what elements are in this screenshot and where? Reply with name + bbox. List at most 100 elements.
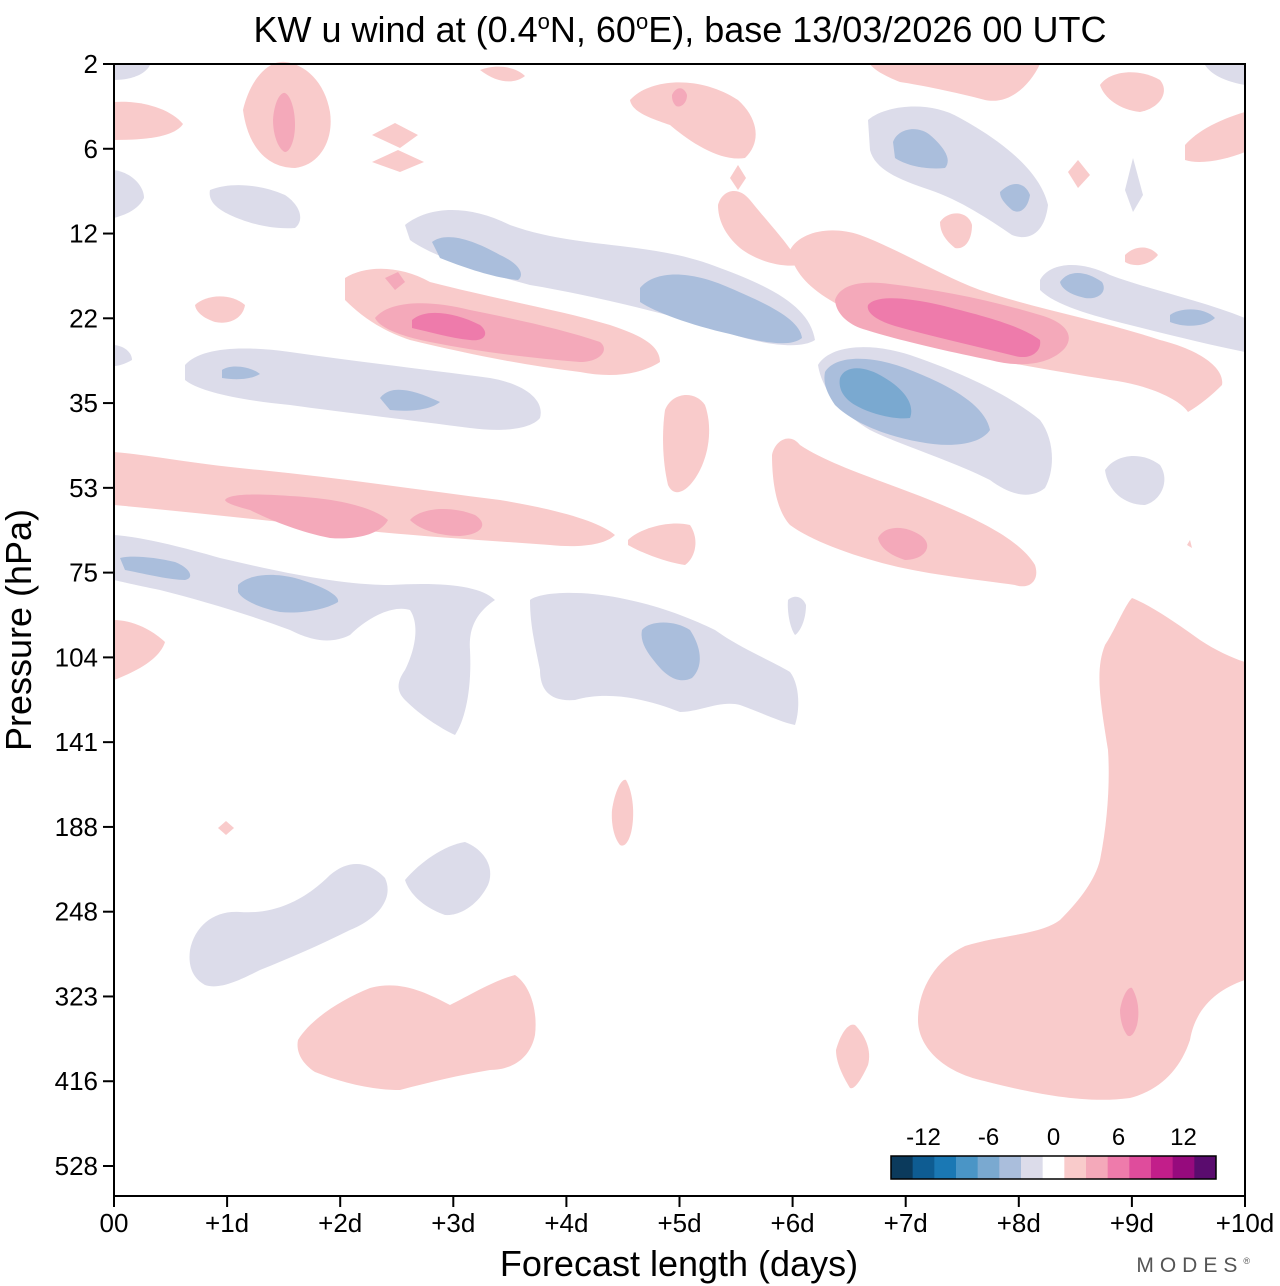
y-tick-label: 323 [55, 981, 98, 1011]
x-tick-label: +1d [205, 1208, 249, 1238]
negative-anomaly-region [209, 185, 301, 229]
x-tick-label: +10d [1216, 1208, 1275, 1238]
negative-anomaly-region [787, 596, 806, 635]
colorbar-label: -12 [906, 1124, 941, 1151]
x-tick-label: +4d [544, 1208, 588, 1238]
negative-anomaly-core [432, 237, 521, 280]
negative-anomaly-region [114, 65, 150, 80]
colorbar-label: 0 [1047, 1124, 1060, 1151]
x-tick-label: +3d [431, 1208, 475, 1238]
positive-anomaly-core [878, 527, 928, 560]
x-tick-label: +8d [997, 1208, 1041, 1238]
positive-anomaly-region [918, 598, 1245, 1100]
negative-anomaly-region [114, 535, 495, 735]
y-tick-label: 528 [55, 1151, 98, 1181]
positive-anomaly-region [1185, 112, 1245, 163]
positive-anomaly-region [628, 523, 696, 565]
positive-anomaly-region [372, 150, 424, 172]
colorbar-swatch [1107, 1156, 1130, 1179]
positive-anomaly-region [1100, 72, 1164, 112]
positive-anomaly-region [114, 101, 183, 140]
negative-anomaly-core [222, 366, 260, 380]
colorbar-swatch [934, 1156, 957, 1179]
colorbar-swatch [1086, 1156, 1109, 1179]
y-tick-label: 248 [55, 897, 98, 927]
negative-anomaly-core [1000, 184, 1030, 212]
colorbar-label: 6 [1112, 1124, 1125, 1151]
negative-anomaly-region [1205, 65, 1245, 85]
y-tick-label: 104 [55, 642, 98, 672]
colorbar-swatch [1172, 1156, 1195, 1179]
positive-anomaly-core [867, 298, 1041, 358]
positive-anomaly-region [940, 213, 972, 249]
y-tick-label: 2 [84, 49, 98, 79]
positive-anomaly-region [114, 452, 615, 547]
negative-anomaly-core [640, 274, 802, 344]
positive-anomaly-region [836, 1024, 870, 1089]
negative-anomaly-region [1105, 455, 1165, 505]
x-tick-label: +2d [318, 1208, 362, 1238]
y-tick-label: 188 [55, 812, 98, 842]
positive-anomaly-core [1120, 987, 1139, 1037]
colorbar-swatch [956, 1156, 979, 1179]
y-tick-label: 416 [55, 1066, 98, 1096]
positive-anomaly-region [630, 82, 756, 159]
wind-anomaly-fields [114, 61, 1245, 1100]
y-tick-label: 75 [69, 558, 98, 588]
y-tick-label: 141 [55, 727, 98, 757]
negative-anomaly-core [380, 389, 440, 411]
colorbar-swatch [912, 1156, 935, 1179]
negative-anomaly-core [893, 129, 948, 169]
positive-anomaly-region [718, 190, 800, 266]
positive-anomaly-region [480, 66, 525, 82]
colorbar-label: -6 [978, 1124, 999, 1151]
colorbar-swatch [1064, 1156, 1087, 1179]
colorbar-swatch [1021, 1156, 1044, 1179]
positive-anomaly-region [772, 438, 1037, 587]
positive-anomaly-region [1068, 160, 1090, 188]
colorbar-swatch [891, 1156, 914, 1179]
positive-anomaly-core [672, 88, 687, 107]
colorbar: -12 -6 0 6 12 [890, 1124, 1217, 1180]
negative-anomaly-core [120, 556, 191, 580]
positive-anomaly-core [385, 272, 405, 290]
y-tick-label: 6 [84, 134, 98, 164]
positive-anomaly-region [1187, 540, 1192, 548]
positive-anomaly-region [1125, 247, 1158, 266]
y-tick-label: 35 [69, 388, 98, 418]
negative-anomaly-region [1125, 158, 1143, 212]
negative-anomaly-core [839, 368, 912, 419]
chart-title: KW u wind at (0.4oN, 60oE), base 13/03/2… [253, 9, 1107, 50]
positive-anomaly-region [663, 394, 710, 493]
positive-anomaly-core [412, 312, 486, 341]
y-tick-label: 53 [69, 473, 98, 503]
y-axis-label: Pressure (hPa) [0, 509, 39, 751]
negative-anomaly-core [641, 622, 700, 681]
colorbar-swatch [1151, 1156, 1174, 1179]
positive-anomaly-core [273, 92, 295, 152]
y-tick-label: 22 [69, 303, 98, 333]
positive-anomaly-region [372, 123, 418, 148]
positive-anomaly-region [195, 296, 245, 323]
negative-anomaly-region [114, 170, 144, 218]
negative-anomaly-core [1060, 273, 1104, 299]
x-tick-label: +7d [884, 1208, 928, 1238]
colorbar-swatch [1042, 1156, 1065, 1179]
x-tick-label: +9d [1110, 1208, 1154, 1238]
negative-anomaly-region [405, 842, 491, 916]
positive-anomaly-core [225, 494, 388, 539]
colorbar-label: 12 [1170, 1124, 1197, 1151]
positive-anomaly-region [114, 620, 165, 680]
x-tick-label: +5d [657, 1208, 701, 1238]
x-axis: 00 +1d +2d +3d +4d +5d +6d +7d +8d +9d +10d [100, 1196, 1275, 1238]
colorbar-swatch [1194, 1156, 1217, 1179]
y-axis: 2 6 12 22 35 53 75 104 141 188 248 323 416 528 [55, 49, 114, 1181]
x-tick-label: 00 [100, 1208, 129, 1238]
positive-anomaly-core [410, 508, 483, 536]
colorbar-outline [890, 1155, 1217, 1180]
negative-anomaly-region [189, 863, 388, 987]
positive-anomaly-region [730, 165, 746, 190]
colorbar-swatch [1129, 1156, 1152, 1179]
positive-anomaly-region [611, 779, 634, 846]
